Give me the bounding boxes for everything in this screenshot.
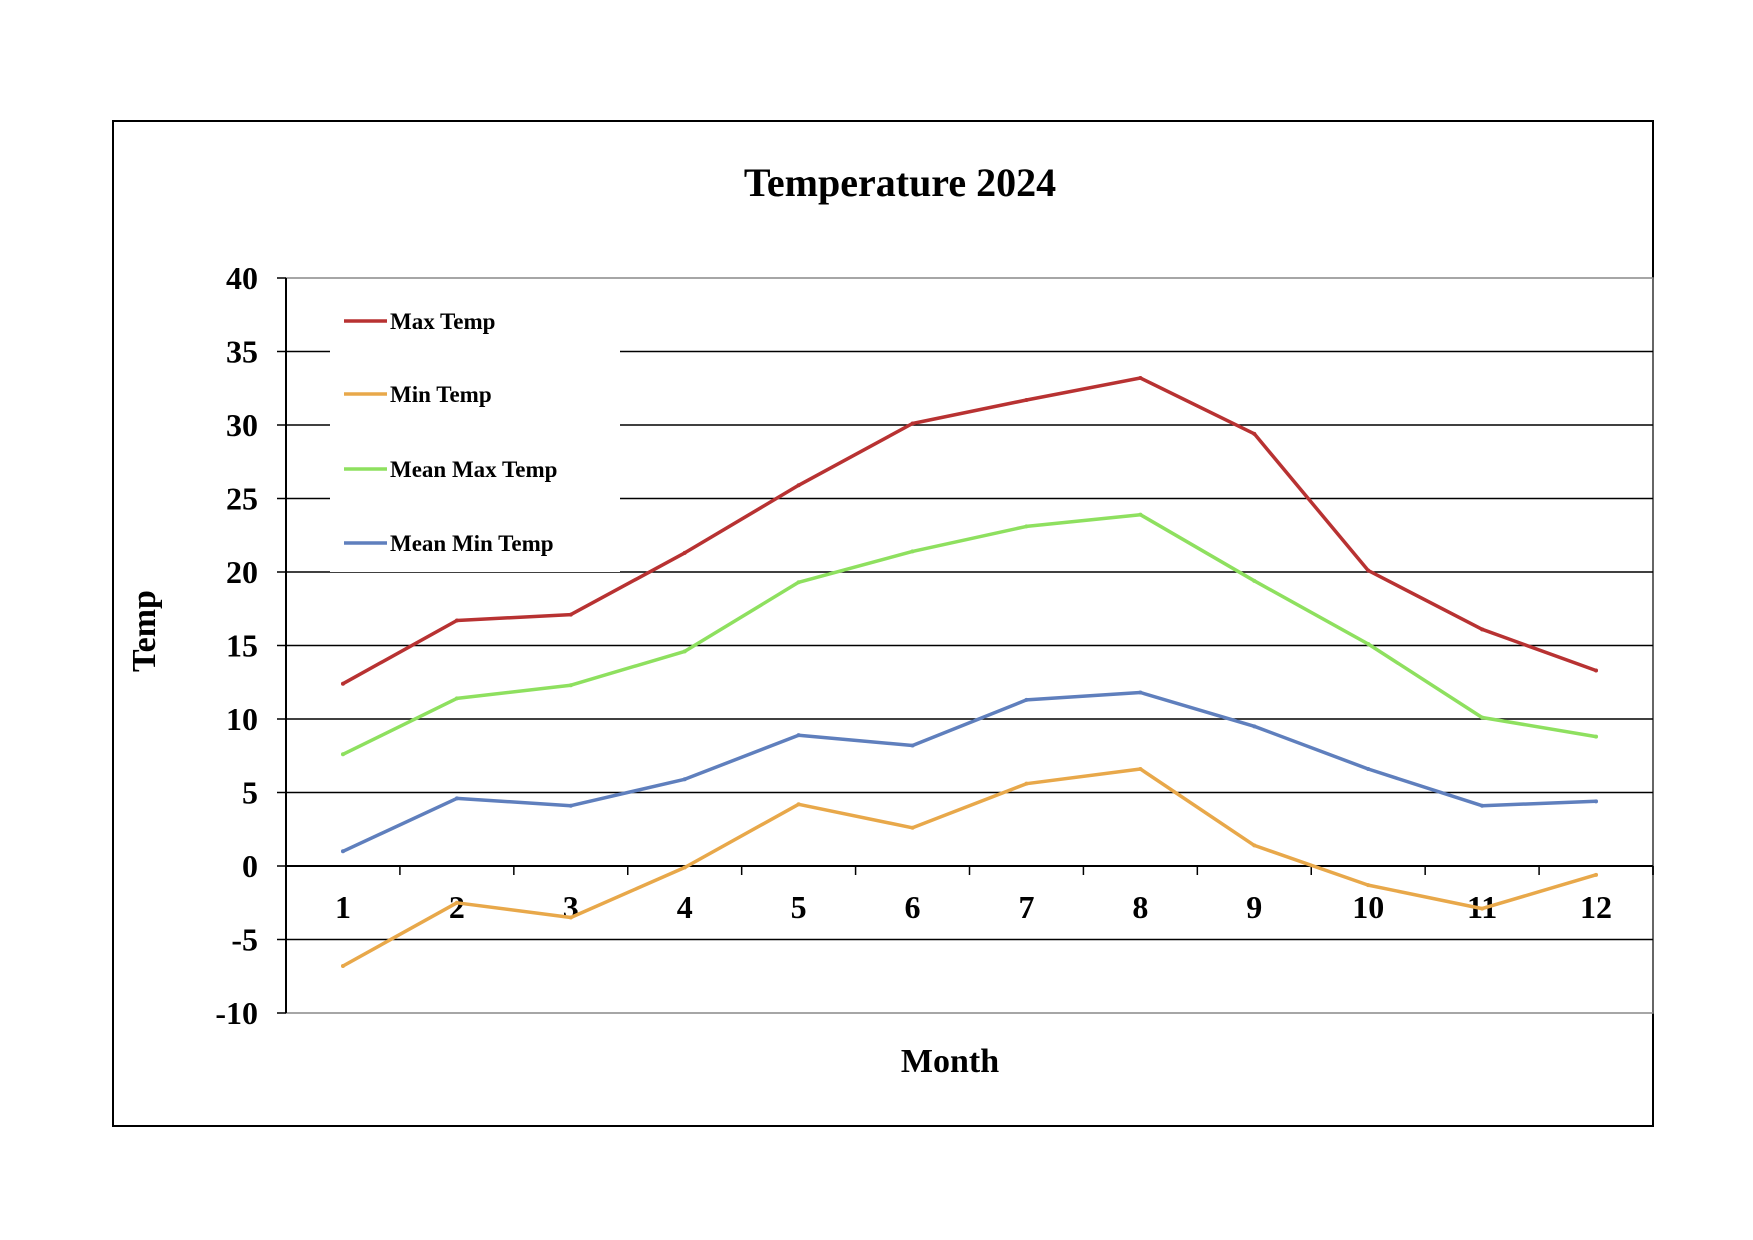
data-point bbox=[340, 849, 345, 854]
series-lines bbox=[340, 375, 1599, 968]
data-point bbox=[1480, 906, 1485, 911]
data-point bbox=[796, 802, 801, 807]
y-tick-label: -10 bbox=[215, 995, 258, 1031]
data-point bbox=[454, 900, 459, 905]
y-axis-label: Temp bbox=[126, 590, 163, 672]
data-point bbox=[1594, 872, 1599, 877]
data-point bbox=[1480, 803, 1485, 808]
y-tick-label: 0 bbox=[242, 848, 258, 884]
data-point bbox=[1366, 568, 1371, 573]
data-point bbox=[1480, 627, 1485, 632]
x-tick-label: 8 bbox=[1132, 889, 1148, 925]
legend-label: Max Temp bbox=[390, 309, 495, 334]
data-point bbox=[910, 825, 915, 830]
data-point bbox=[796, 580, 801, 585]
data-point bbox=[1024, 781, 1029, 786]
y-tick-label: -5 bbox=[231, 922, 258, 958]
data-point bbox=[1024, 524, 1029, 529]
data-point bbox=[1138, 766, 1143, 771]
y-tick-label: 25 bbox=[226, 481, 258, 517]
x-tick-label: 5 bbox=[791, 889, 807, 925]
data-point bbox=[1138, 375, 1143, 380]
data-point bbox=[340, 752, 345, 757]
legend-label: Mean Max Temp bbox=[390, 457, 557, 482]
data-point bbox=[1594, 799, 1599, 804]
data-point bbox=[682, 550, 687, 555]
data-point bbox=[1252, 578, 1257, 583]
data-point bbox=[1480, 715, 1485, 720]
chart-border bbox=[112, 120, 1654, 1127]
data-point bbox=[568, 612, 573, 617]
data-point bbox=[796, 733, 801, 738]
x-tick-label: 4 bbox=[677, 889, 693, 925]
data-point bbox=[910, 743, 915, 748]
data-point bbox=[454, 696, 459, 701]
data-point bbox=[1138, 690, 1143, 695]
x-tick-label: 12 bbox=[1580, 889, 1612, 925]
x-tick-label: 7 bbox=[1018, 889, 1034, 925]
data-point bbox=[1252, 431, 1257, 436]
series-line-mean-min-temp bbox=[341, 690, 1598, 854]
data-point bbox=[1252, 843, 1257, 848]
x-tick-label: 10 bbox=[1352, 889, 1384, 925]
data-point bbox=[454, 796, 459, 801]
y-tick-label: 5 bbox=[242, 775, 258, 811]
data-point bbox=[1024, 398, 1029, 403]
data-point bbox=[1024, 697, 1029, 702]
y-tick-label: 30 bbox=[226, 407, 258, 443]
data-point bbox=[682, 865, 687, 870]
data-point bbox=[1366, 642, 1371, 647]
series-line-mean-max-temp bbox=[341, 512, 1598, 757]
x-tick-label: 3 bbox=[563, 889, 579, 925]
data-point bbox=[682, 649, 687, 654]
data-point bbox=[1594, 668, 1599, 673]
x-tick-label: 1 bbox=[335, 889, 351, 925]
data-point bbox=[568, 683, 573, 688]
y-tick-label: 15 bbox=[226, 628, 258, 664]
data-point bbox=[910, 421, 915, 426]
data-point bbox=[682, 777, 687, 782]
series-line-min-temp bbox=[341, 767, 1598, 968]
data-point bbox=[910, 549, 915, 554]
data-point bbox=[1138, 512, 1143, 517]
y-tick-label: 20 bbox=[226, 554, 258, 590]
data-point bbox=[1594, 734, 1599, 739]
legend-label: Min Temp bbox=[390, 382, 492, 407]
series-line-max-temp bbox=[341, 376, 1598, 686]
data-point bbox=[1366, 766, 1371, 771]
x-tick-label: 2 bbox=[449, 889, 465, 925]
data-point bbox=[568, 803, 573, 808]
x-axis-label: Month bbox=[901, 1043, 999, 1080]
y-tick-label: 10 bbox=[226, 701, 258, 737]
chart-title: Temperature 2024 bbox=[744, 160, 1056, 205]
data-point bbox=[1366, 883, 1371, 888]
data-point bbox=[340, 681, 345, 686]
y-tick-label: 35 bbox=[226, 334, 258, 370]
x-tick-label: 9 bbox=[1246, 889, 1262, 925]
data-point bbox=[340, 963, 345, 968]
data-point bbox=[568, 915, 573, 920]
data-point bbox=[454, 618, 459, 623]
data-point bbox=[1252, 724, 1257, 729]
legend-label: Mean Min Temp bbox=[390, 531, 554, 556]
legend: Max Temp Min Temp Mean Max Temp Mean Min Te… bbox=[330, 294, 620, 572]
legend-background bbox=[330, 294, 620, 572]
y-tick-label: 40 bbox=[226, 260, 258, 296]
data-point bbox=[796, 483, 801, 488]
x-tick-label: 6 bbox=[905, 889, 921, 925]
